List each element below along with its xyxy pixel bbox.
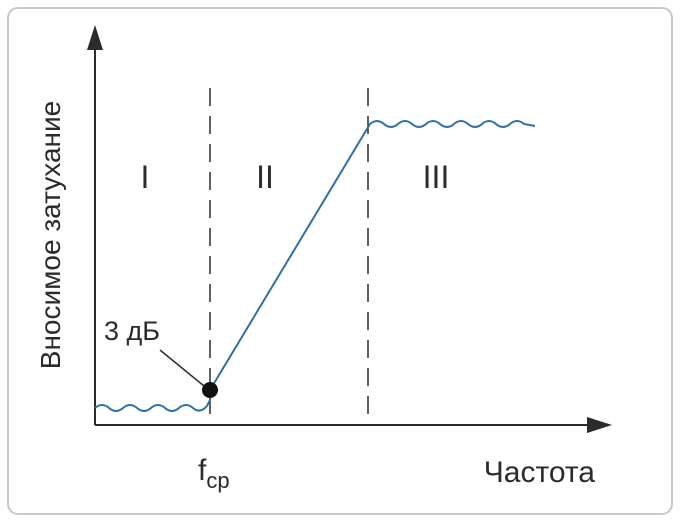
cutoff-point <box>202 382 218 398</box>
passband-curve <box>94 399 211 412</box>
y-axis-arrow <box>87 25 103 50</box>
cutoff-label: fср <box>198 454 230 493</box>
cutoff-subscript: ср <box>206 468 229 493</box>
frame <box>7 7 673 515</box>
region-label: II <box>256 159 274 195</box>
region-label: III <box>423 159 450 195</box>
transition-curve <box>209 123 371 391</box>
annotation: 3 дБ <box>104 316 160 346</box>
cutoff-main: f <box>198 454 207 487</box>
x-axis-arrow <box>587 417 612 433</box>
y-axis-label: Вносимое затухание <box>35 101 66 369</box>
stopband-curve <box>369 120 536 128</box>
annotation-leader <box>159 349 205 387</box>
region-label: I <box>141 159 150 195</box>
x-axis-label: Частота <box>484 456 596 489</box>
